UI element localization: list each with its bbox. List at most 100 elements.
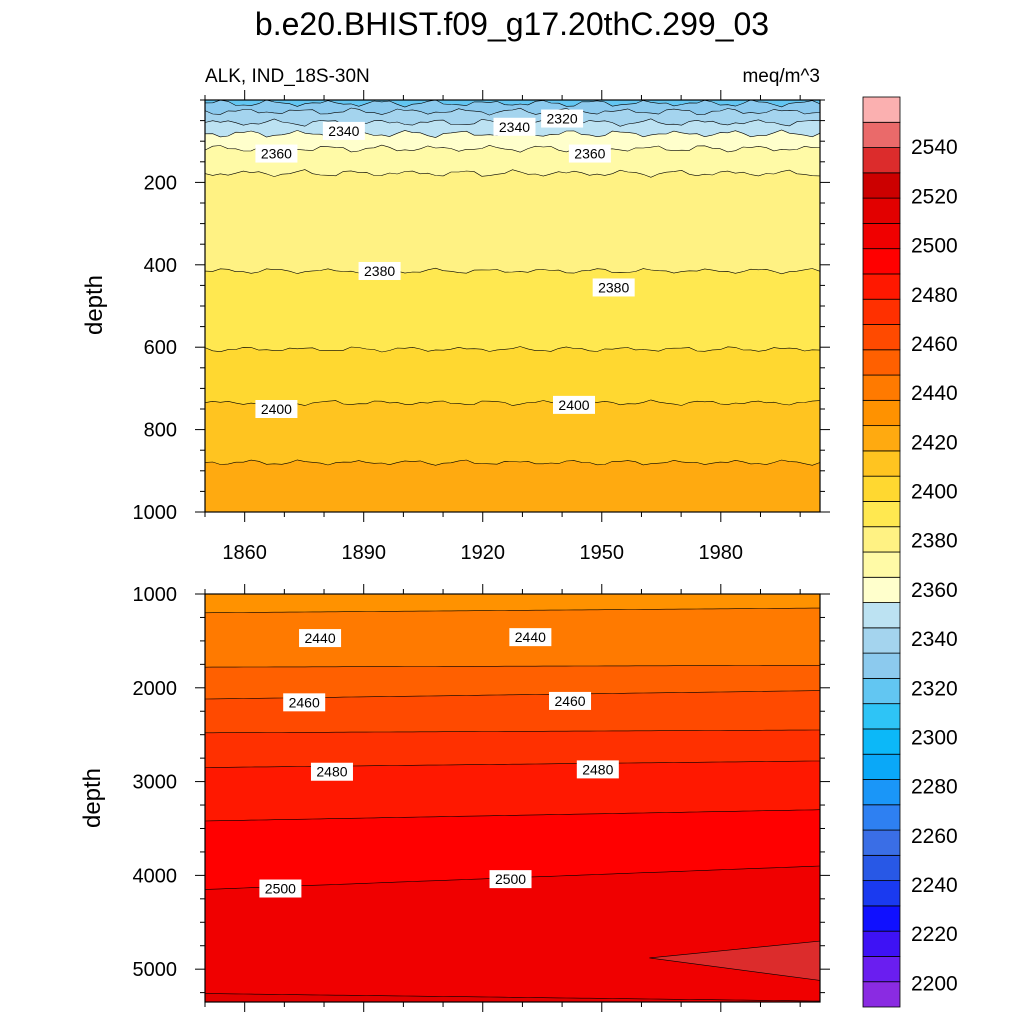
contour-label-text: 2480 xyxy=(316,764,347,780)
y-tick-label: 1000 xyxy=(133,502,178,524)
colorbar-swatch xyxy=(862,374,901,401)
contour-label: 2480 xyxy=(310,762,353,781)
contour-band xyxy=(205,459,820,512)
colorbar-label: 2200 xyxy=(911,972,958,995)
colorbar-swatch xyxy=(862,399,901,427)
contour-label: 2340 xyxy=(322,121,365,140)
contour-label-text: 2440 xyxy=(304,630,335,646)
colorbar-swatch xyxy=(862,652,901,679)
colorbar-swatch xyxy=(862,349,901,376)
contour-label: 2360 xyxy=(568,144,611,163)
colorbar-swatch xyxy=(862,197,901,224)
contour-label: 2440 xyxy=(509,628,552,647)
colorbar-swatch xyxy=(862,551,901,578)
colorbar-label: 2280 xyxy=(911,776,958,799)
contour-line xyxy=(204,607,820,614)
contour-label-text: 2400 xyxy=(261,401,292,417)
y-tick-label: 800 xyxy=(144,420,177,442)
colorbar-label: 2400 xyxy=(911,481,958,504)
contour-line xyxy=(204,993,821,1002)
colorbar-label: 2420 xyxy=(911,431,958,454)
contour-band xyxy=(205,993,820,1002)
colorbar-label: 2440 xyxy=(911,382,958,405)
colorbar-swatch xyxy=(862,121,901,148)
colorbar-swatch xyxy=(862,829,901,856)
colorbar-label: 2260 xyxy=(911,825,958,848)
colorbar-swatch xyxy=(862,298,901,325)
contour-label-text: 2500 xyxy=(495,871,526,887)
colorbar-swatch xyxy=(862,753,901,780)
colorbar-swatch xyxy=(862,273,901,300)
colorbar-label: 2220 xyxy=(911,923,958,946)
colorbar-swatch xyxy=(862,627,901,654)
colorbar-label: 2500 xyxy=(911,235,958,258)
colorbar-swatch xyxy=(862,576,901,603)
subtitle-left: ALK, IND_18S-30N xyxy=(205,66,370,87)
contour-line xyxy=(204,760,820,768)
contour-line xyxy=(204,144,821,153)
colorbar-label: 2340 xyxy=(911,628,958,651)
y-axis-label-upper: depth xyxy=(81,275,108,335)
contour-label-text: 2440 xyxy=(515,629,546,645)
colorbar-swatch xyxy=(862,475,901,502)
colorbar-swatch xyxy=(862,501,901,528)
contour-line xyxy=(204,809,821,822)
colorbar-swatch xyxy=(862,981,901,1008)
contour-label-text: 2340 xyxy=(328,123,359,139)
colorbar-swatch xyxy=(862,703,901,730)
y-tick-label: 600 xyxy=(144,337,177,359)
contour-label-text: 2380 xyxy=(364,263,395,279)
colorbar-label: 2520 xyxy=(911,185,958,208)
y-tick-label: 400 xyxy=(144,255,177,277)
contour-line xyxy=(205,729,820,734)
colorbar-swatch xyxy=(862,147,901,174)
colorbar-swatch xyxy=(862,880,901,907)
contour-label-text: 2480 xyxy=(582,761,613,777)
colorbar-swatch xyxy=(862,779,901,806)
plot-frame xyxy=(204,593,821,1003)
contour-line xyxy=(204,267,821,275)
contour-band xyxy=(205,866,820,1002)
contour-label: 2400 xyxy=(255,400,298,418)
contour-label: 2380 xyxy=(358,261,401,280)
x-tick-label: 1860 xyxy=(222,542,267,564)
contour-label: 2480 xyxy=(576,760,619,779)
colorbar-label: 2480 xyxy=(911,284,958,307)
colorbar-swatch xyxy=(862,222,901,250)
x-tick-label: 1980 xyxy=(699,542,744,564)
contour-label: 2320 xyxy=(541,109,584,128)
contour-label: 2440 xyxy=(299,629,342,648)
contour-line xyxy=(204,399,821,406)
colorbar-label: 2300 xyxy=(911,726,958,749)
colorbar-swatch xyxy=(862,677,901,705)
y-tick-label: 1000 xyxy=(133,584,178,606)
y-tick-label: 4000 xyxy=(133,865,178,887)
colorbar-swatch xyxy=(862,324,901,351)
colorbar-label: 2320 xyxy=(911,677,958,700)
x-tick-label: 1950 xyxy=(580,542,625,564)
contour-line xyxy=(204,169,821,178)
y-tick-label: 5000 xyxy=(133,959,178,981)
colorbar-swatch xyxy=(862,172,901,199)
colorbar-swatch xyxy=(862,905,901,932)
contour-label: 2500 xyxy=(259,879,302,898)
colorbar-swatch xyxy=(862,248,901,275)
contour-label: 2400 xyxy=(553,395,595,414)
contour-label-text: 2460 xyxy=(554,693,585,709)
x-tick-label: 1890 xyxy=(341,542,386,564)
contour-label-text: 2360 xyxy=(574,146,605,162)
contour-label-text: 2500 xyxy=(265,881,296,897)
colorbar-swatch xyxy=(862,728,901,755)
contour-label: 2360 xyxy=(255,144,298,163)
colorbar-label: 2240 xyxy=(911,874,958,897)
subtitle-right: meq/m^3 xyxy=(742,66,820,87)
colorbar-swatch xyxy=(862,956,901,983)
y-tick-label: 2000 xyxy=(133,678,178,700)
colorbar-swatch xyxy=(862,450,901,477)
y-tick-label: 3000 xyxy=(133,772,178,794)
colorbar-label: 2360 xyxy=(911,579,958,602)
contour-label-text: 2360 xyxy=(261,146,292,162)
contour-label-text: 2320 xyxy=(547,111,578,127)
panel-upper: 200 400 600 800 1000 1860 1890 1920 1950 1980 2320… xyxy=(133,90,830,564)
contour-label-text: 2340 xyxy=(499,119,530,135)
